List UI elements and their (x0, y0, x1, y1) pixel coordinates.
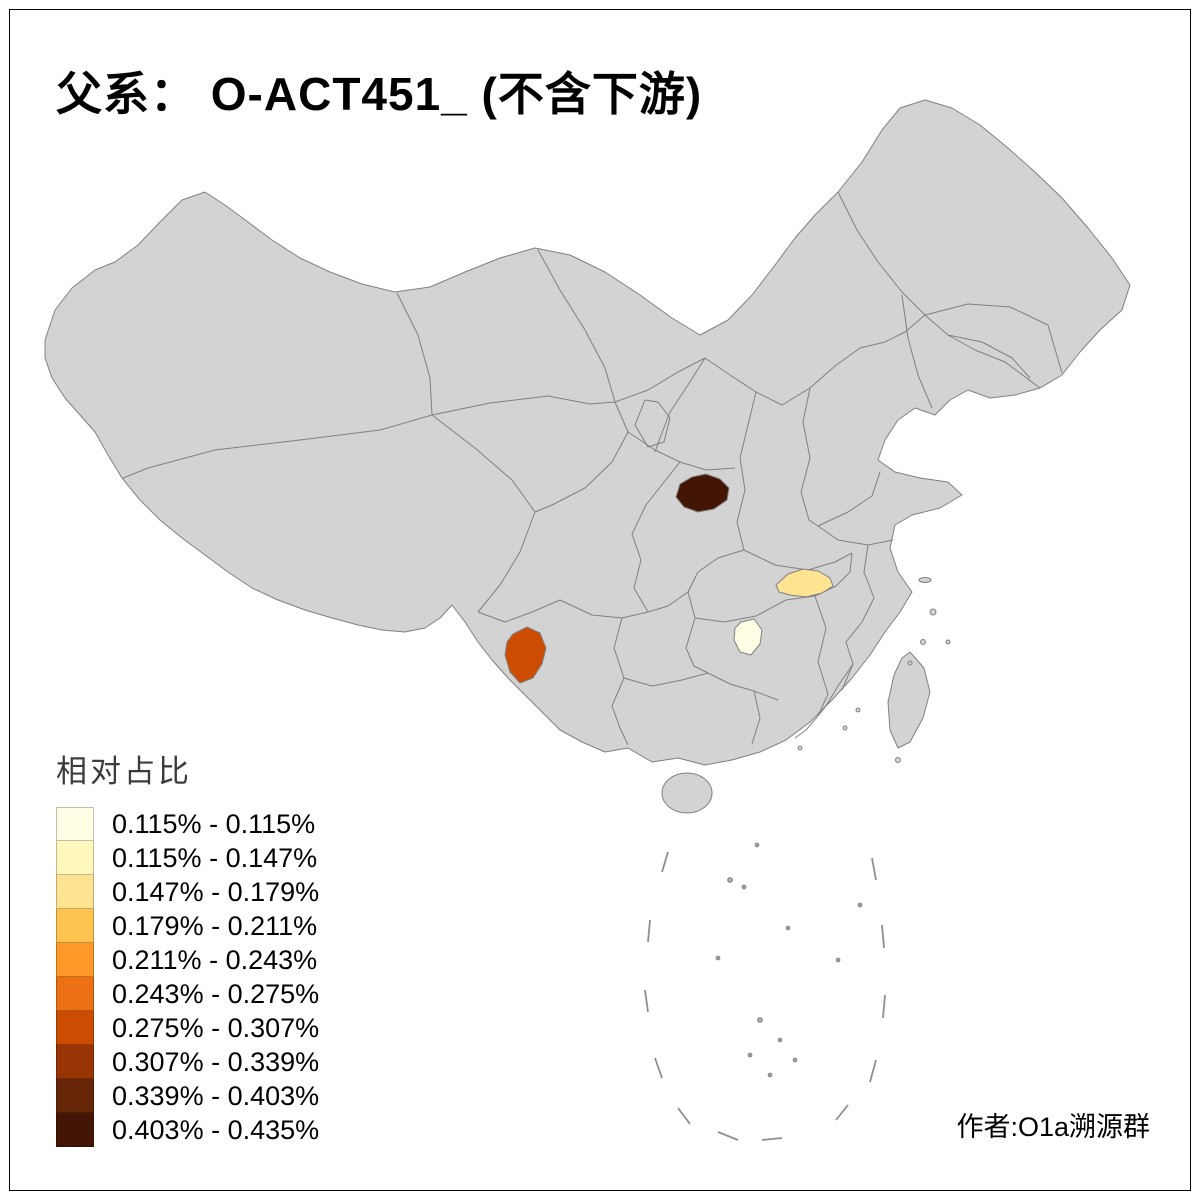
legend-swatch (56, 943, 94, 977)
legend-swatch (56, 1079, 94, 1113)
legend-item: 0.339% - 0.403% (56, 1079, 319, 1113)
legend-item: 0.243% - 0.275% (56, 977, 319, 1011)
hainan-island (661, 772, 713, 814)
legend: 相对占比 0.115% - 0.115% 0.115% - 0.147% 0.1… (56, 746, 319, 1147)
legend-label: 0.115% - 0.147% (112, 842, 318, 873)
legend-label: 0.307% - 0.339% (112, 1046, 320, 1077)
legend-item: 0.275% - 0.307% (56, 1011, 319, 1045)
legend-label: 0.275% - 0.307% (112, 1012, 320, 1043)
legend-swatch (56, 1045, 94, 1079)
legend-label: 0.179% - 0.211% (112, 910, 318, 941)
mainland-outline (44, 99, 1131, 766)
legend-label: 0.243% - 0.275% (112, 978, 320, 1009)
legend-item: 0.179% - 0.211% (56, 909, 319, 943)
legend-swatch (56, 841, 94, 875)
highlight-regions (504, 473, 834, 684)
legend-swatch (56, 807, 94, 841)
highlight-region-hunan-central (733, 618, 763, 656)
legend-label: 0.115% - 0.115% (112, 808, 316, 839)
south-china-sea-features (644, 842, 886, 1141)
coastal-islands (797, 577, 951, 763)
province-borders (122, 191, 1063, 746)
legend-item: 0.307% - 0.339% (56, 1045, 319, 1079)
legend-label: 0.403% - 0.435% (112, 1114, 320, 1145)
highlight-region-hunan-northeast (775, 568, 834, 598)
figure-title: 父系： O-ACT451_ (不含下游) (56, 68, 703, 120)
legend-item: 0.147% - 0.179% (56, 875, 319, 909)
author-credit: 作者:O1a溯源群 (956, 1112, 1150, 1142)
legend-item: 0.211% - 0.243% (56, 943, 319, 977)
legend-swatch (56, 1113, 94, 1147)
highlight-region-yunnan (504, 626, 547, 684)
land-group (44, 99, 1131, 814)
legend-label: 0.147% - 0.179% (112, 876, 320, 907)
legend-item: 0.115% - 0.115% (56, 807, 319, 841)
legend-swatch (56, 875, 94, 909)
highlight-region-shaanxi (675, 473, 730, 513)
legend-label: 0.211% - 0.243% (112, 944, 318, 975)
legend-label: 0.339% - 0.403% (112, 1080, 320, 1111)
legend-swatch (56, 1011, 94, 1045)
legend-swatch (56, 909, 94, 943)
legend-swatch (56, 977, 94, 1011)
legend-item: 0.115% - 0.147% (56, 841, 319, 875)
legend-item: 0.403% - 0.435% (56, 1113, 319, 1147)
legend-title: 相对占比 (56, 754, 192, 789)
taiwan-island (887, 651, 931, 749)
